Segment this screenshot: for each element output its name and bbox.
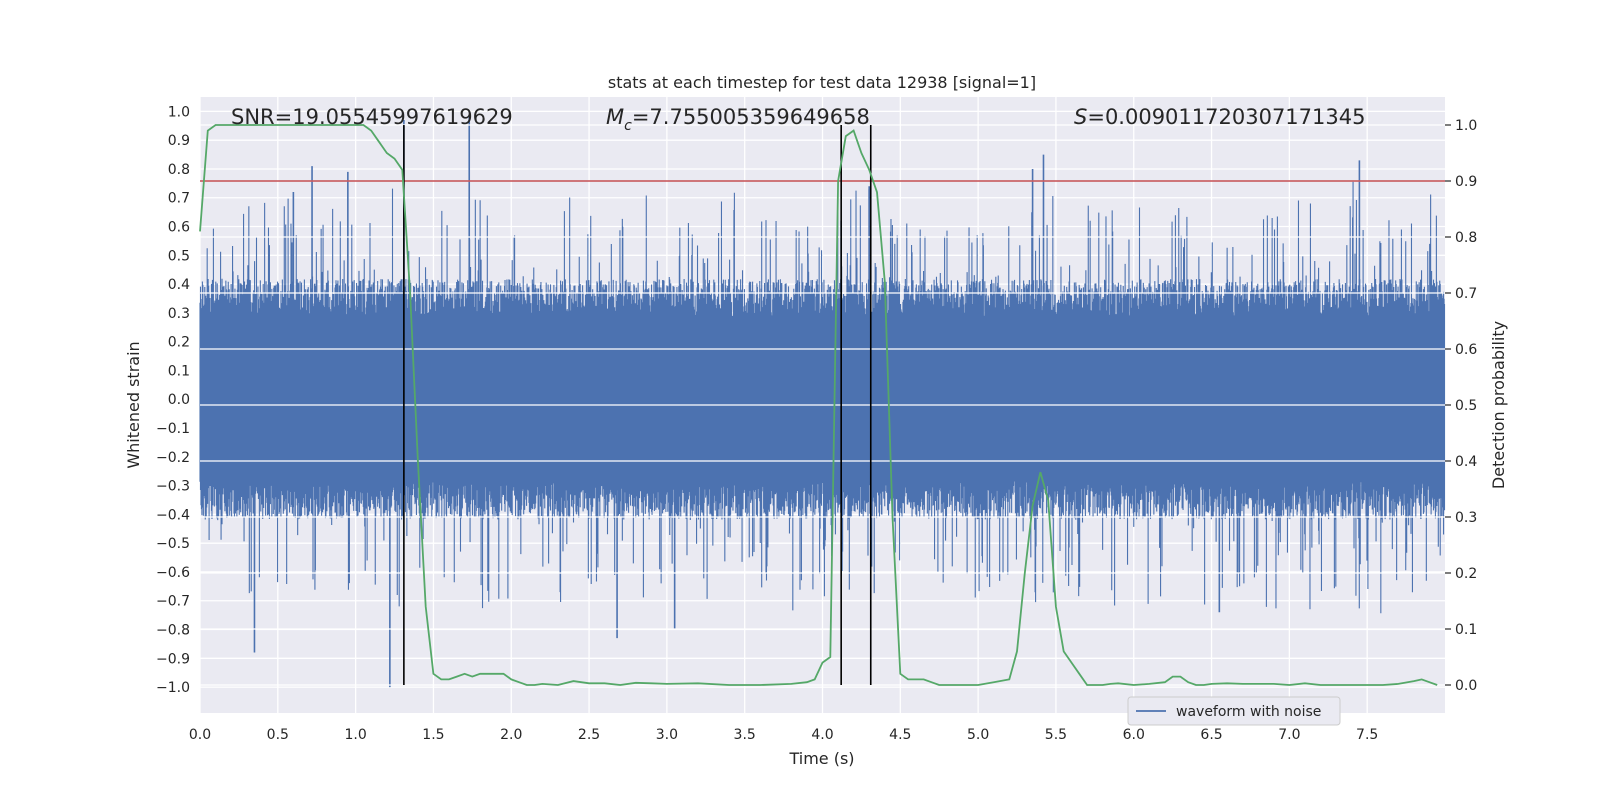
x-tick-label: 4.5 bbox=[889, 727, 911, 743]
chirp-mass-value: =7.755005359649658 bbox=[632, 105, 870, 129]
y-right-tick-label: 0.4 bbox=[1455, 454, 1477, 470]
y-left-tick-label: 0.8 bbox=[168, 162, 190, 178]
x-tick-label: 3.0 bbox=[656, 727, 678, 743]
y-left-tick-label: 0.3 bbox=[168, 306, 190, 322]
y-right-tick-label: 0.1 bbox=[1455, 622, 1477, 638]
y-right-tick-label: 1.0 bbox=[1455, 118, 1477, 134]
y-right-tick-label: 0.5 bbox=[1455, 398, 1477, 414]
x-tick-label: 1.0 bbox=[344, 727, 366, 743]
y-left-tick-label: −0.2 bbox=[156, 450, 190, 466]
chirp-mass-symbol: M bbox=[606, 105, 624, 129]
y-left-tick-label: −0.6 bbox=[156, 565, 190, 581]
s-annotation: S=0.009011720307171345 bbox=[1074, 105, 1365, 129]
waveform-with-noise-series bbox=[199, 117, 1446, 688]
y-left-tick-label: 0.7 bbox=[168, 191, 190, 207]
x-tick-label: 7.5 bbox=[1356, 727, 1378, 743]
x-tick-label: 2.0 bbox=[500, 727, 522, 743]
x-tick-label: 5.5 bbox=[1045, 727, 1067, 743]
x-tick-label: 4.0 bbox=[811, 727, 833, 743]
y-left-tick-labels: −1.0 −0.9 −0.8 −0.7 −0.6 −0.5 −0.4 −0.3 −0.2 −0.1… bbox=[156, 104, 190, 696]
x-axis-label: Time (s) bbox=[788, 749, 854, 768]
y-right-tick-label: 0.2 bbox=[1455, 566, 1477, 582]
y-left-tick-label: 0.2 bbox=[168, 335, 190, 351]
chart-title: stats at each timestep for test data 129… bbox=[608, 73, 1036, 92]
y-left-tick-label: −0.1 bbox=[156, 421, 190, 437]
y-left-tick-label: 1.0 bbox=[168, 104, 190, 120]
y-axis-label-right: Detection probability bbox=[1489, 321, 1508, 489]
event-marker-lines bbox=[403, 125, 872, 685]
y-left-tick-label: −0.8 bbox=[156, 623, 190, 639]
y-right-tick-label: 0.0 bbox=[1455, 678, 1477, 694]
snr-annotation: SNR=19.05545997619629 bbox=[231, 105, 513, 129]
s-symbol: S bbox=[1074, 105, 1087, 129]
y-left-tick-label: −0.7 bbox=[156, 594, 190, 610]
chirp-mass-annotation: Mc=7.755005359649658 bbox=[606, 105, 870, 134]
y-left-tick-label: 0.9 bbox=[168, 133, 190, 149]
x-tick-labels: 0.0 0.5 1.0 1.5 2.0 2.5 3.0 3.5 4.0 4.5 5.0 5.5 6.0 6… bbox=[189, 727, 1378, 743]
y-left-tick-label: 0.4 bbox=[168, 277, 190, 293]
y-left-tick-label: −0.3 bbox=[156, 479, 190, 495]
y-left-tick-label: −1.0 bbox=[156, 680, 190, 696]
y-right-tick-labels: 0.0 0.1 0.2 0.3 0.4 0.5 0.6 0.7 0.8 0.9 1.0 bbox=[1445, 118, 1477, 694]
x-tick-label: 7.0 bbox=[1278, 727, 1300, 743]
y-axis-label-left: Whitened strain bbox=[124, 341, 143, 468]
x-tick-label: 0.0 bbox=[189, 727, 211, 743]
y-left-tick-label: 0.6 bbox=[168, 220, 190, 236]
y-right-tick-label: 0.8 bbox=[1455, 230, 1477, 246]
detection-probability-line bbox=[199, 124, 1438, 686]
y-right-tick-label: 0.7 bbox=[1455, 286, 1477, 302]
y-left-tick-label: 0.1 bbox=[168, 363, 190, 379]
y-left-tick-label: −0.5 bbox=[156, 536, 190, 552]
y-right-tick-label: 0.9 bbox=[1455, 174, 1477, 190]
s-value: =0.009011720307171345 bbox=[1087, 105, 1365, 129]
x-tick-label: 6.0 bbox=[1123, 727, 1145, 743]
x-tick-label: 6.5 bbox=[1200, 727, 1222, 743]
legend-box bbox=[1127, 696, 1341, 726]
y-left-tick-label: 0.5 bbox=[168, 248, 190, 264]
y-left-tick-label: −0.4 bbox=[156, 507, 190, 523]
legend-label: waveform with noise bbox=[1176, 704, 1321, 720]
x-tick-label: 5.0 bbox=[967, 727, 989, 743]
x-tick-label: 3.5 bbox=[734, 727, 756, 743]
legend: waveform with noise bbox=[1127, 696, 1341, 726]
x-tick-label: 2.5 bbox=[578, 727, 600, 743]
x-tick-label: 1.5 bbox=[422, 727, 444, 743]
y-right-tick-label: 0.3 bbox=[1455, 510, 1477, 526]
right-axis-gridlines bbox=[200, 124, 1445, 686]
x-tick-label: 0.5 bbox=[267, 727, 289, 743]
y-right-tick-label: 0.6 bbox=[1455, 342, 1477, 358]
waveform-noise-trace bbox=[199, 181, 1446, 614]
y-left-tick-label: −0.9 bbox=[156, 651, 190, 667]
y-left-tick-label: 0.0 bbox=[168, 392, 190, 408]
chirp-mass-subscript: c bbox=[624, 118, 632, 134]
